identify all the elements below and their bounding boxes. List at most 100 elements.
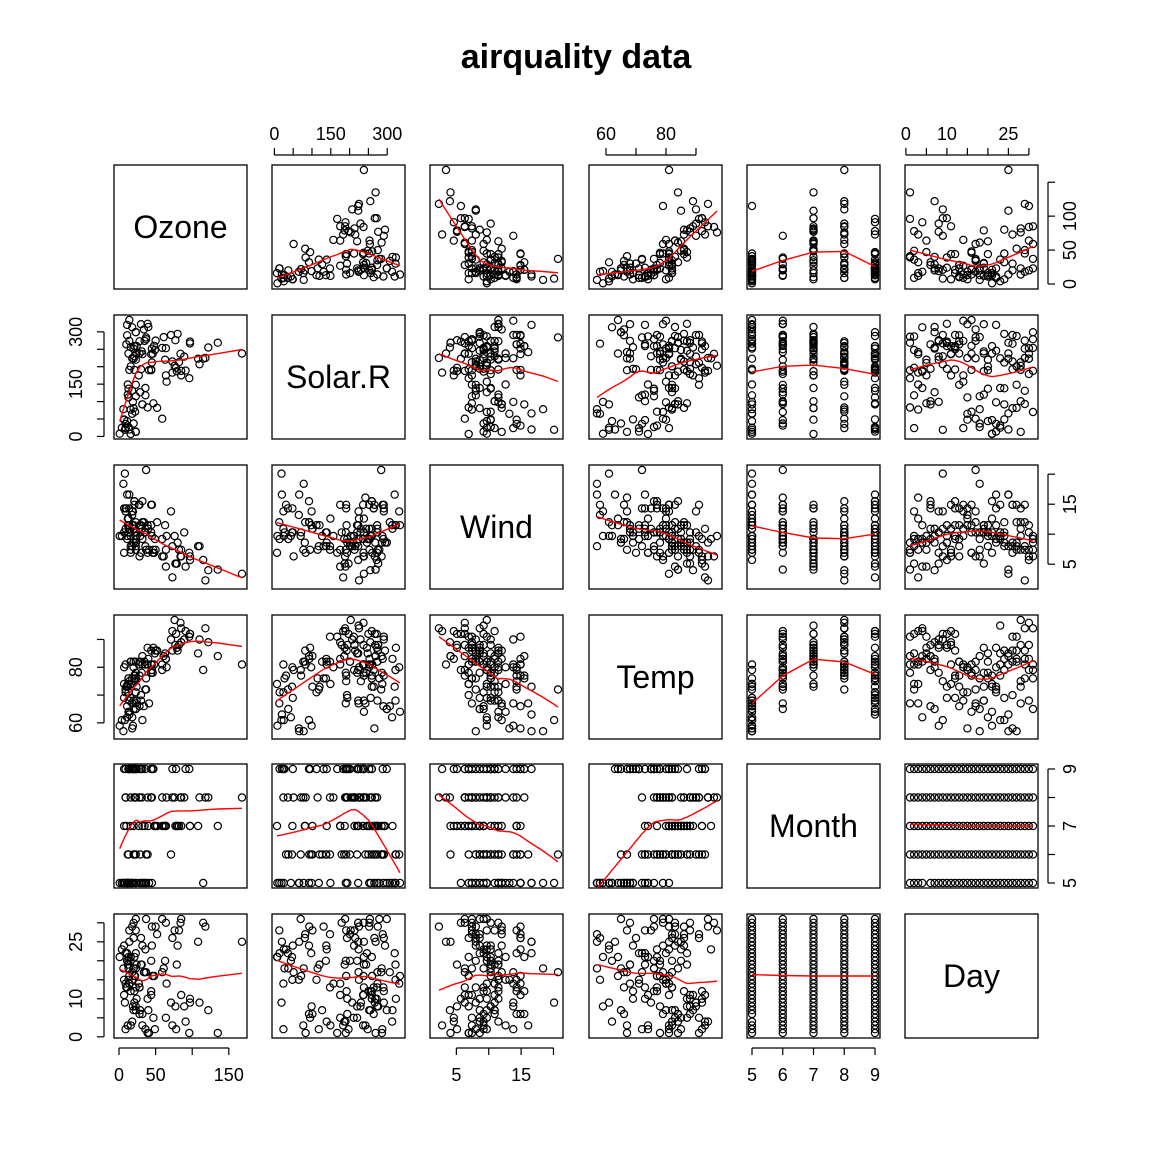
data-point (501, 707, 510, 717)
data-point (124, 514, 133, 523)
data-point (697, 345, 707, 354)
data-point (516, 724, 525, 733)
data-point (1016, 878, 1025, 888)
data-point (363, 649, 372, 658)
data-point (119, 528, 129, 537)
data-point (371, 1028, 380, 1038)
data-point (181, 1017, 190, 1026)
data-point (149, 643, 158, 653)
data-point (467, 699, 477, 708)
data-point (275, 518, 284, 527)
data-point (934, 721, 943, 730)
data-point (131, 328, 140, 337)
data-point (296, 531, 305, 541)
data-point (371, 937, 380, 947)
data-point (991, 663, 1001, 672)
panel-Wind-vs-SolarR (271, 464, 406, 590)
data-point (778, 679, 788, 689)
data-point (275, 688, 284, 697)
data-point (121, 685, 130, 694)
data-point (295, 490, 304, 499)
data-point (168, 1021, 177, 1030)
data-point (625, 878, 635, 888)
data-point (942, 793, 952, 802)
data-point (501, 952, 510, 962)
data-point (967, 793, 976, 802)
tick-label: 10 (937, 124, 957, 144)
data-point (840, 566, 849, 575)
data-point (991, 850, 1001, 859)
data-point (308, 651, 317, 661)
data-point (1000, 225, 1009, 234)
data-point (538, 878, 548, 888)
data-point (289, 239, 298, 249)
data-point (161, 1013, 171, 1023)
data-point (676, 945, 686, 954)
data-point (592, 930, 602, 939)
data-point (604, 998, 614, 1007)
data-point (516, 878, 525, 888)
data-point (373, 696, 382, 705)
data-point (359, 918, 368, 928)
data-point (512, 685, 521, 694)
data-point (809, 538, 818, 547)
data-point (361, 850, 370, 859)
data-point (124, 349, 133, 358)
data-point (359, 671, 369, 680)
axis-top-solarr: 0 150 300 (269, 124, 402, 156)
data-point (391, 696, 400, 705)
data-point (955, 552, 964, 561)
data-point (950, 629, 960, 639)
data-point (747, 679, 757, 689)
data-point (703, 552, 713, 561)
data-point (294, 724, 303, 733)
data-point (607, 956, 617, 966)
data-point (464, 429, 473, 439)
data-point (959, 793, 968, 802)
data-point (607, 1017, 617, 1026)
smoother-line (119, 968, 243, 982)
data-point (391, 643, 401, 653)
panel-Temp-vs-SolarR (271, 614, 406, 740)
data-point (840, 219, 849, 228)
data-point (809, 330, 818, 340)
data-point (778, 626, 788, 636)
data-point (664, 500, 674, 509)
data-point (747, 201, 757, 211)
data-point (809, 521, 818, 530)
data-point (914, 764, 923, 774)
data-point (991, 793, 1001, 802)
data-point (385, 968, 394, 977)
data-point (658, 320, 668, 329)
data-point (747, 994, 757, 1004)
data-point (667, 383, 677, 393)
data-point (512, 419, 521, 429)
data-point (387, 1017, 397, 1026)
smoother-line (596, 354, 718, 398)
data-point (622, 764, 632, 774)
data-point (712, 926, 722, 935)
data-point (467, 878, 477, 888)
data-point (516, 365, 525, 375)
data-point (926, 793, 935, 802)
data-point (870, 354, 880, 363)
data-point (122, 331, 132, 340)
data-point (146, 528, 156, 537)
data-point (870, 255, 880, 264)
data-point (1008, 330, 1017, 340)
data-point (162, 663, 171, 672)
axis-right-month: 579 (1047, 764, 1080, 888)
data-point (979, 349, 989, 358)
data-point (378, 930, 387, 939)
data-point (634, 534, 644, 544)
data-point (345, 268, 355, 278)
tick-label: 300 (66, 317, 86, 347)
data-point (661, 764, 671, 774)
data-point (778, 316, 788, 325)
data-point (512, 821, 521, 831)
data-point (914, 573, 923, 582)
data-point (747, 918, 757, 928)
tick-label: 150 (214, 1065, 244, 1085)
data-point (434, 922, 444, 931)
data-point (694, 1013, 704, 1023)
